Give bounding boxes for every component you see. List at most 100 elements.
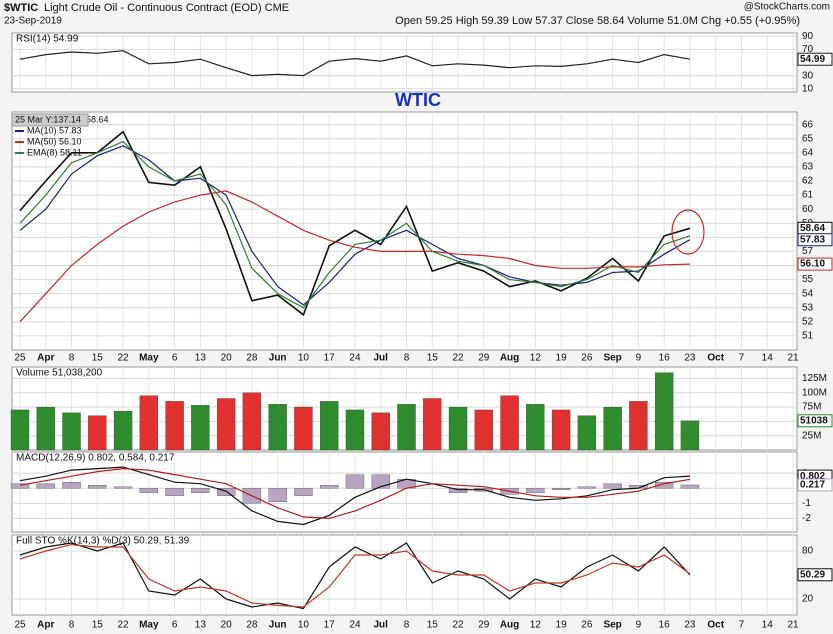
panel xyxy=(11,451,798,533)
chart-title: WTIC xyxy=(395,90,441,110)
series-line xyxy=(19,542,691,610)
x-tick-label: 23 xyxy=(684,620,696,631)
bar xyxy=(680,484,700,489)
x-tick-label: Jul xyxy=(374,353,389,364)
x-tick-label: 9 xyxy=(636,353,642,364)
y-tick-label: 64 xyxy=(802,147,814,158)
panel xyxy=(11,534,798,616)
legend-entry: EMA(8) 58.11 xyxy=(27,147,82,157)
y-tick-label: 55 xyxy=(802,274,814,285)
bar xyxy=(397,404,416,451)
x-tick-label: 21 xyxy=(787,353,799,364)
bar xyxy=(603,406,622,451)
bar xyxy=(165,401,184,451)
bar xyxy=(654,482,674,489)
watermark: @StockCharts.com xyxy=(744,2,830,13)
x-tick-label: 22 xyxy=(452,353,464,364)
current-value-label: 0.217 xyxy=(800,480,825,491)
bar xyxy=(654,372,674,451)
bar xyxy=(62,412,81,451)
x-tick-label: Aug xyxy=(500,620,519,631)
bar xyxy=(268,488,287,502)
instrument-name: Light Crude Oil - Continuous Contract (E… xyxy=(44,2,289,14)
current-value-box xyxy=(797,414,833,428)
bar xyxy=(603,483,622,489)
x-tick-label: 6 xyxy=(172,620,178,631)
x-tick-label: 10 xyxy=(298,353,310,364)
bar xyxy=(629,401,648,451)
x-tick-label: 25 xyxy=(14,620,26,631)
x-tick-label: May xyxy=(139,620,159,631)
x-tick-label: Apr xyxy=(37,620,54,631)
bar xyxy=(577,486,597,489)
x-tick-label: May xyxy=(139,353,159,364)
bar xyxy=(88,485,107,489)
bar xyxy=(500,395,519,451)
x-tick-label: 8 xyxy=(69,620,75,631)
panel xyxy=(11,32,798,93)
bar xyxy=(242,392,262,451)
x-tick-label: 8 xyxy=(404,620,410,631)
bar xyxy=(320,401,339,451)
y-tick-label: 51 xyxy=(802,331,814,342)
x-tick-label: 15 xyxy=(427,620,439,631)
bar xyxy=(113,410,133,451)
y-tick-label: 25M xyxy=(802,430,821,441)
annotation-circle xyxy=(671,209,705,255)
x-tick-label: 15 xyxy=(92,620,104,631)
x-tick-label: Jun xyxy=(269,620,287,631)
series-line xyxy=(19,50,691,77)
y-tick-label: 20 xyxy=(802,594,814,605)
x-tick-label: 12 xyxy=(530,620,542,631)
bar xyxy=(216,398,236,451)
bar xyxy=(448,488,468,493)
bar xyxy=(191,488,210,493)
x-tick-label: Sep xyxy=(603,353,621,364)
series-line xyxy=(19,467,690,520)
x-tick-label: 7 xyxy=(739,353,745,364)
current-value-box xyxy=(797,52,833,66)
x-tick-label: Oct xyxy=(707,353,724,364)
bar xyxy=(36,406,55,451)
bar xyxy=(294,406,313,451)
series-line xyxy=(19,190,690,323)
x-tick-label: 14 xyxy=(762,353,774,364)
y-tick-label: 66 xyxy=(802,119,814,130)
symbol: $WTIC xyxy=(4,2,38,14)
x-tick-label: 13 xyxy=(195,353,207,364)
y-tick-label: 65 xyxy=(802,133,814,144)
bar xyxy=(320,485,339,489)
x-tick-label: 25 xyxy=(14,353,26,364)
current-value-label: 51038 xyxy=(800,415,828,426)
x-tick-label: 22 xyxy=(452,620,464,631)
y-tick-label: 53 xyxy=(802,302,814,313)
x-tick-label: Oct xyxy=(707,620,724,631)
bar xyxy=(191,405,210,451)
bar xyxy=(294,488,313,496)
x-tick-label: 20 xyxy=(221,353,233,364)
bar xyxy=(10,409,30,451)
bar xyxy=(113,486,133,489)
x-tick-label: 19 xyxy=(556,353,568,364)
current-value-box xyxy=(797,478,833,492)
bar xyxy=(165,488,184,496)
series-line xyxy=(19,140,691,309)
x-tick-label: 16 xyxy=(659,620,671,631)
x-tick-label: 26 xyxy=(581,620,593,631)
x-tick-label: 10 xyxy=(298,620,310,631)
bar xyxy=(371,412,390,451)
bar xyxy=(448,406,468,451)
y-tick-label: 60 xyxy=(802,204,814,215)
bar xyxy=(474,409,493,451)
current-value-label: 57.83 xyxy=(800,234,825,245)
x-tick-label: 23 xyxy=(684,353,696,364)
current-value-label: 56.10 xyxy=(800,259,825,270)
y-tick-label: 75M xyxy=(802,402,821,413)
y-tick-label: -2 xyxy=(802,513,811,524)
x-tick-label: Jun xyxy=(269,353,287,364)
x-tick-label: 17 xyxy=(324,353,336,364)
bar xyxy=(139,395,159,451)
panel-title: MACD(12,26,9) 0.802, 0.584, 0.217 xyxy=(16,453,175,464)
y-tick-label: 30 xyxy=(802,70,814,81)
